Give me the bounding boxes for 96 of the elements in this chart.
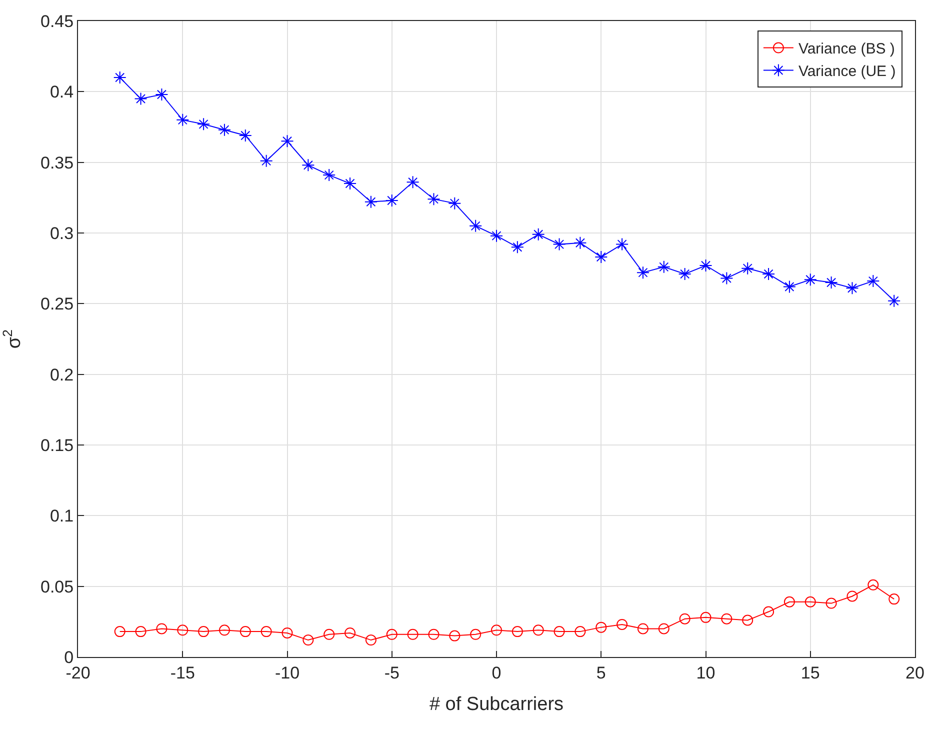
point [720, 272, 734, 285]
x-tick-label: -5 [384, 663, 400, 682]
point [385, 194, 398, 207]
point [406, 176, 420, 189]
point [637, 623, 648, 634]
point [866, 274, 880, 288]
point [699, 259, 712, 272]
point [742, 614, 754, 626]
point [657, 260, 670, 274]
point [134, 92, 148, 106]
x-tick-label: 5 [596, 663, 606, 682]
point [846, 282, 859, 295]
point [198, 626, 210, 638]
point [826, 598, 837, 609]
point [344, 177, 357, 190]
point [868, 579, 879, 590]
point [113, 71, 126, 84]
point [448, 196, 462, 210]
point [804, 596, 816, 608]
point [784, 596, 795, 608]
point [616, 618, 628, 630]
point [470, 628, 482, 640]
point [260, 154, 273, 168]
point [176, 113, 190, 126]
point [491, 624, 502, 636]
y-tick-label: 0.45 [40, 12, 74, 31]
point [240, 626, 251, 638]
point [407, 628, 418, 640]
x-tick-label: 10 [696, 663, 716, 682]
y-tick-label: 0.05 [40, 577, 74, 596]
point [218, 624, 230, 636]
point [386, 628, 398, 640]
point [594, 250, 608, 264]
point [741, 262, 754, 275]
point [616, 238, 629, 251]
point [364, 195, 378, 208]
point [280, 134, 294, 148]
point [762, 267, 776, 280]
point [700, 612, 712, 623]
point [449, 630, 460, 642]
point [532, 624, 544, 636]
x-tick-label: 0 [492, 663, 502, 682]
point [238, 128, 252, 142]
point [554, 626, 565, 638]
x-tick-label: 15 [800, 663, 820, 682]
point [658, 623, 670, 634]
point [322, 168, 336, 182]
point [135, 626, 146, 638]
point [155, 88, 168, 101]
point [721, 613, 732, 624]
point [260, 626, 272, 638]
y-tick-label: 0.25 [40, 294, 74, 314]
point [678, 267, 692, 280]
point [114, 626, 126, 638]
y-tick-label: 0.15 [40, 436, 74, 455]
x-tick-label: -10 [274, 663, 300, 682]
point [302, 158, 315, 172]
y-tick-label: 0.4 [50, 82, 74, 102]
point [344, 627, 356, 638]
y-tick-label: 0.1 [50, 506, 74, 526]
point [679, 613, 690, 624]
point [846, 590, 858, 602]
point [197, 118, 210, 131]
point [427, 192, 440, 206]
point [218, 123, 231, 136]
point [532, 228, 545, 241]
x-axis-title: # of Subcarriers [429, 694, 564, 716]
y-tick-label: 0.35 [40, 153, 74, 172]
point [824, 276, 838, 289]
point [302, 634, 314, 646]
point [324, 628, 335, 640]
point [490, 229, 503, 242]
point [510, 240, 524, 254]
y-tick-label: 0.3 [50, 224, 74, 243]
legend-label: Variance (BS ) [798, 40, 895, 58]
x-tick-label: -15 [170, 663, 195, 682]
point [804, 273, 817, 286]
point [636, 266, 650, 280]
legend-label: Variance (UE ) [798, 63, 896, 80]
point [365, 634, 376, 646]
point [282, 627, 293, 638]
point [888, 594, 900, 605]
point [552, 238, 566, 251]
point [469, 219, 482, 232]
point [428, 628, 440, 640]
point [782, 280, 796, 294]
point [888, 294, 901, 308]
y-tick-label: 0.2 [50, 365, 74, 384]
point [512, 626, 523, 638]
x-tick-label: 20 [906, 663, 924, 682]
point [156, 623, 168, 634]
point [177, 624, 188, 636]
point [574, 236, 587, 250]
point [763, 606, 774, 618]
point [596, 622, 607, 633]
point [574, 626, 586, 638]
